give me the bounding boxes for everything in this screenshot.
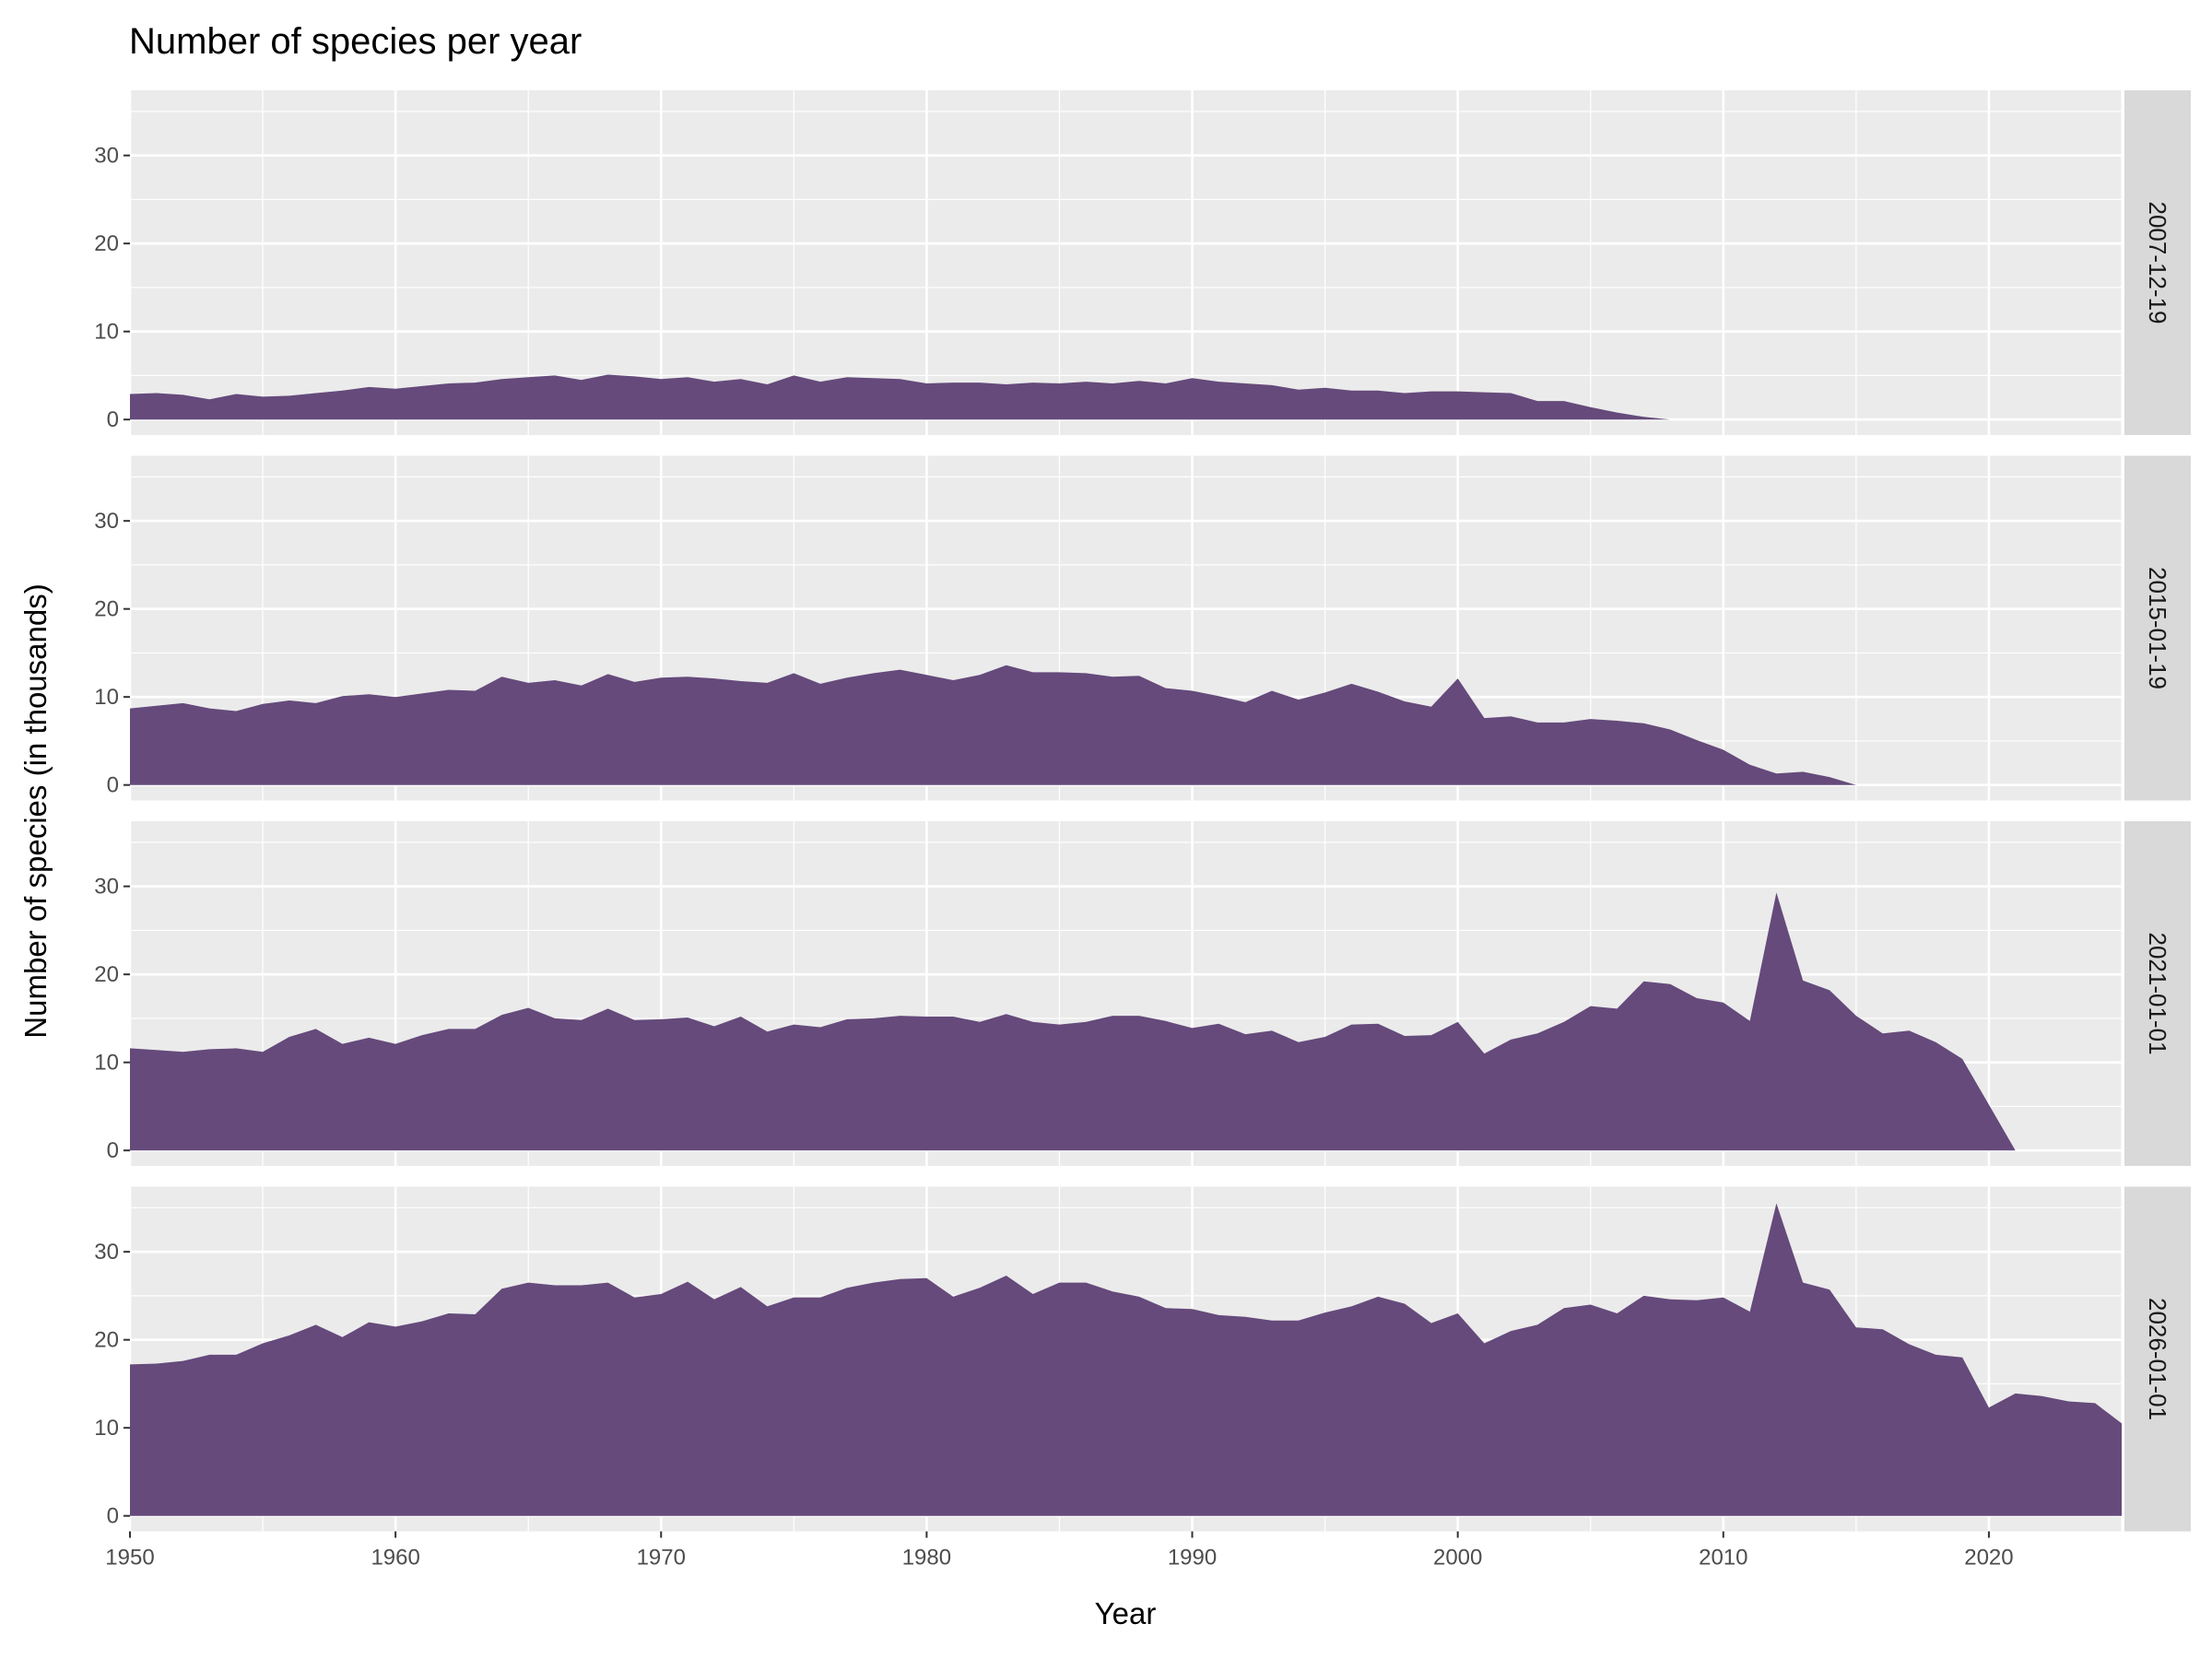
area-series bbox=[130, 892, 2016, 1151]
x-tick-label: 2000 bbox=[1433, 1546, 1482, 1571]
facet-strip bbox=[2124, 821, 2191, 1166]
facet-panel: 0 10 20 30 2015-01-19 bbox=[94, 455, 2191, 801]
y-tick-label: 30 bbox=[94, 509, 119, 534]
chart-title: Number of species per year bbox=[129, 21, 582, 62]
y-tick-label: 10 bbox=[94, 685, 119, 710]
y-tick-label: 0 bbox=[107, 1138, 119, 1163]
facet-strip-label: 2015-01-19 bbox=[2144, 567, 2171, 689]
facet-strip bbox=[2124, 1186, 2191, 1532]
y-tick-label: 10 bbox=[94, 1416, 119, 1441]
panel-background bbox=[130, 90, 2122, 435]
x-tick-label: 1980 bbox=[902, 1546, 951, 1571]
y-tick-label: 30 bbox=[94, 144, 119, 169]
facet-strip-label: 2007-12-19 bbox=[2144, 202, 2171, 324]
area-series bbox=[130, 665, 1856, 785]
x-tick-label: 1970 bbox=[637, 1546, 686, 1571]
facet-strip bbox=[2124, 455, 2191, 801]
y-tick-label: 20 bbox=[94, 597, 119, 622]
y-tick-label: 20 bbox=[94, 962, 119, 987]
x-axis-title: Year bbox=[1095, 1596, 1157, 1630]
area-series bbox=[130, 374, 1671, 420]
facet-strip-label: 2026-01-01 bbox=[2144, 1298, 2171, 1420]
y-tick-label: 10 bbox=[94, 320, 119, 345]
facet-panel: 0 10 20 30 2007-12-19 bbox=[94, 90, 2191, 435]
x-tick-label: 2010 bbox=[1699, 1546, 1747, 1571]
y-tick-label: 0 bbox=[107, 407, 119, 432]
x-tick-label: 1990 bbox=[1168, 1546, 1217, 1571]
facet-panel: 0 10 20 30 2026-01-01 bbox=[94, 1186, 2191, 1532]
y-tick-label: 30 bbox=[94, 875, 119, 900]
facet-panel: 0 10 20 30 2021-01-01 bbox=[94, 821, 2191, 1166]
y-tick-label: 20 bbox=[94, 231, 119, 256]
x-tick-label: 1950 bbox=[105, 1546, 154, 1571]
x-tick-label: 2020 bbox=[1964, 1546, 2013, 1571]
y-tick-label: 0 bbox=[107, 1504, 119, 1529]
area-series bbox=[130, 1203, 2122, 1516]
facet-strip bbox=[2124, 90, 2191, 435]
facet-strip-label: 2021-01-01 bbox=[2144, 933, 2171, 1055]
y-tick-label: 10 bbox=[94, 1051, 119, 1076]
x-tick-label: 1960 bbox=[371, 1546, 419, 1571]
y-axis-title: Number of species (in thousands) bbox=[18, 583, 53, 1038]
y-tick-label: 20 bbox=[94, 1328, 119, 1353]
y-tick-label: 0 bbox=[107, 773, 119, 798]
y-tick-label: 30 bbox=[94, 1240, 119, 1265]
